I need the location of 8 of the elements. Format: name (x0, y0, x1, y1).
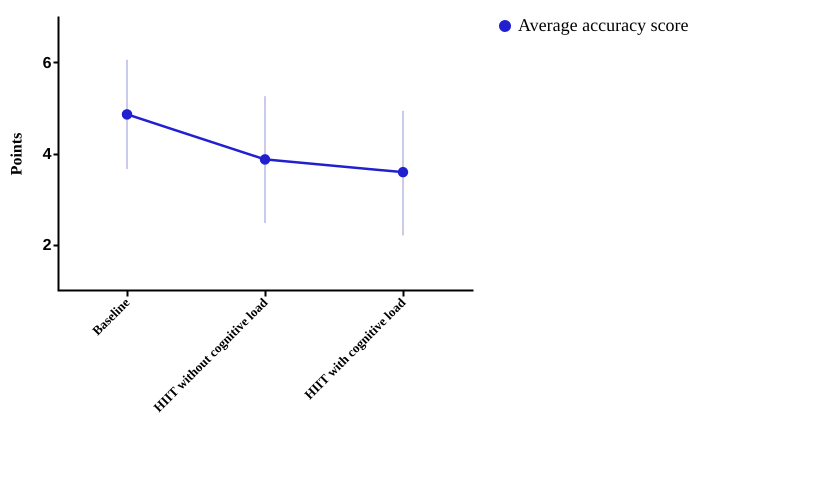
y-tick-label: 4 (42, 146, 52, 163)
point (398, 166, 408, 178)
point (122, 109, 132, 120)
y-tick-label: 2 (42, 237, 52, 254)
y-tick-label: 6 (42, 55, 52, 72)
point (260, 154, 270, 165)
legend-label: Average accuracy score (518, 15, 689, 35)
y-axis-title: Points (8, 132, 26, 176)
